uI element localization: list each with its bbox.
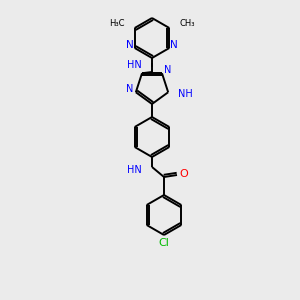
Text: HN: HN [127, 165, 142, 175]
Text: NH: NH [178, 89, 193, 99]
Text: H₃C: H₃C [109, 20, 125, 28]
Text: N: N [164, 65, 172, 75]
Text: Cl: Cl [159, 238, 170, 248]
Text: CH₃: CH₃ [179, 20, 195, 28]
Text: N: N [126, 40, 134, 50]
Text: O: O [180, 169, 188, 179]
Text: N: N [126, 84, 134, 94]
Text: HN: HN [127, 60, 142, 70]
Text: N: N [170, 40, 178, 50]
